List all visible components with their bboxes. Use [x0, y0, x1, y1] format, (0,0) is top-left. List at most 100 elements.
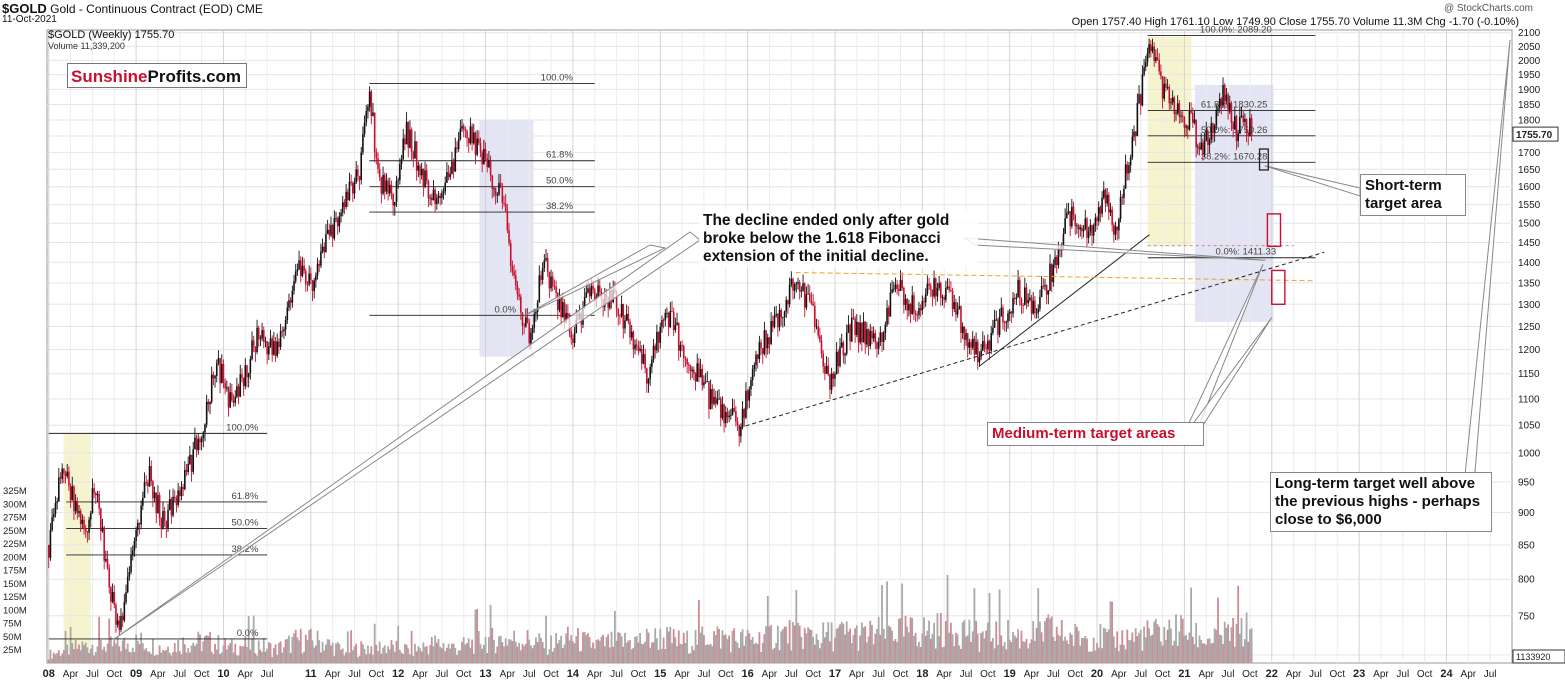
volume-bar [509, 639, 512, 663]
volume-bar [93, 655, 96, 663]
volume-bar [1163, 627, 1166, 663]
price-candle-body [466, 130, 468, 139]
volume-bar [494, 653, 497, 663]
price-candle-body [698, 363, 700, 378]
price-candle-body [1086, 218, 1088, 238]
price-candle-body [385, 180, 388, 192]
volume-bar [1070, 634, 1073, 663]
volume-bar [308, 630, 311, 663]
volume-bar [1154, 619, 1157, 663]
volume-bar [353, 646, 356, 663]
price-candle-body [345, 191, 347, 208]
price-candle-body [862, 321, 865, 342]
volume-bar [1015, 637, 1018, 663]
y-tick-label: 2000 [1518, 56, 1541, 67]
volume-bar [812, 636, 815, 663]
volume-bar [776, 625, 779, 663]
price-candle-body [1141, 74, 1144, 106]
price-candle-body [488, 159, 490, 168]
price-candle-body [231, 392, 233, 401]
volume-bar [1210, 643, 1213, 663]
volume-bar [68, 654, 70, 663]
volume-bar [148, 651, 151, 663]
volume-bar [916, 646, 919, 663]
volume-bar [111, 646, 114, 663]
price-candle-body [815, 326, 818, 328]
volume-bar [1191, 636, 1194, 663]
volume-bar [718, 629, 720, 663]
volume-bar [393, 651, 396, 663]
price-candle-body [859, 322, 861, 343]
price-candle-body [881, 332, 883, 342]
volume-bar [934, 648, 937, 663]
volume-bar [894, 639, 897, 663]
volume-bar [172, 652, 174, 663]
volume-bar [143, 649, 146, 663]
price-candle-body [1035, 312, 1038, 314]
volume-bar [511, 641, 514, 663]
volume-bar [304, 634, 307, 663]
price-candle-body [256, 327, 258, 353]
price-candle-body [1079, 227, 1082, 230]
price-candle-body [289, 300, 292, 303]
price-candle-body [325, 234, 327, 253]
volume-bar [857, 650, 860, 663]
price-candle-body [1197, 146, 1199, 148]
price-candle-body [152, 481, 154, 499]
price-candle-body [471, 126, 473, 144]
volume-bar [978, 651, 981, 663]
volume-bar [862, 627, 865, 663]
price-candle-body [543, 260, 546, 268]
volume-bar [755, 642, 757, 663]
volume-bar [966, 635, 969, 663]
volume-bar [298, 640, 300, 663]
price-candle-body [832, 373, 835, 379]
volume-bar [367, 645, 369, 663]
price-candle-body [168, 499, 171, 510]
price-candle-body [639, 348, 641, 351]
price-candle-body [54, 502, 57, 515]
volume-bar [943, 646, 946, 663]
volume-bar [1237, 585, 1240, 663]
price-candle-body [279, 330, 282, 348]
price-candle-body [71, 486, 74, 501]
volume-bar [933, 622, 935, 663]
volume-bar [995, 621, 998, 663]
volume-bar [615, 640, 618, 663]
price-candle-body [419, 165, 421, 176]
volume-bar [232, 652, 235, 663]
volume-bar [283, 647, 285, 663]
price-candle-body [58, 477, 60, 502]
volume-bar [440, 648, 443, 663]
volume-bar [404, 644, 406, 663]
logo-part-1: Sunshine [71, 67, 148, 86]
volume-bar [1159, 641, 1162, 663]
price-candle-body [237, 386, 240, 397]
volume-bar [750, 639, 752, 663]
price-candle-body [165, 520, 168, 528]
price-candle-body [1039, 296, 1041, 309]
volume-bar [575, 636, 578, 663]
volume-bar [1190, 587, 1193, 663]
y-tick-label: 1350 [1518, 278, 1541, 289]
x-tick-label: Apr [1111, 669, 1127, 680]
volume-bar [741, 629, 744, 663]
volume-bar [729, 652, 732, 663]
price-candle-body [716, 399, 719, 404]
price-candle-body [992, 327, 994, 334]
price-candle-body [100, 508, 102, 532]
volume-bar [1013, 635, 1016, 663]
price-candle-body [298, 260, 300, 270]
x-tick-label: Jul [960, 669, 973, 680]
x-tick-label: Apr [238, 669, 254, 680]
volume-bar [261, 652, 264, 663]
volume-bar [981, 631, 984, 663]
volume-bar [417, 646, 420, 663]
volume-bar [820, 643, 823, 663]
price-candle-body [461, 125, 463, 129]
volume-bar [491, 628, 494, 663]
price-candle-body [89, 513, 92, 520]
price-candle-body [363, 122, 366, 135]
volume-bar [158, 645, 161, 663]
